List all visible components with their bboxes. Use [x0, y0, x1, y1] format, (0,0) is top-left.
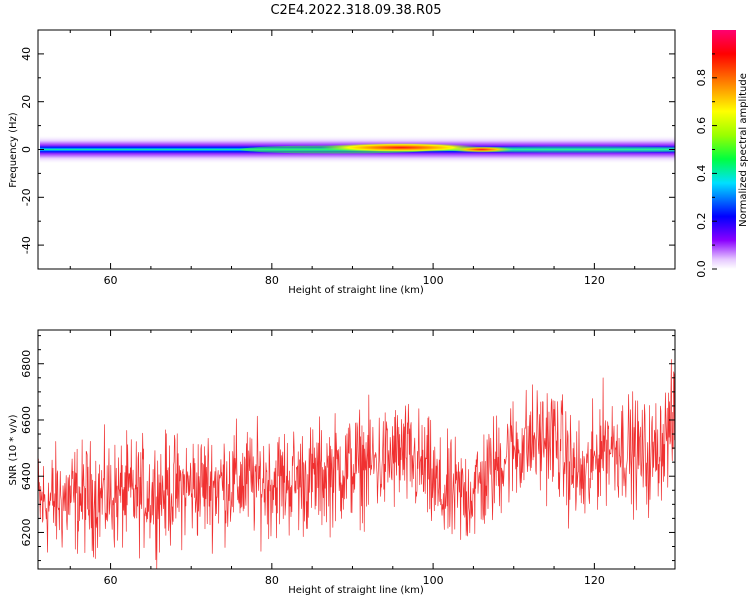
snr-ytick-label: 6800	[20, 350, 33, 378]
snr-ytick-label: 6200	[20, 518, 33, 546]
heatmap-xlabel: Height of straight line (km)	[288, 285, 424, 296]
colorbar-ticks: 0.0 0.2 0.4 0.6 0.8	[695, 53, 717, 278]
heatmap-ticks: 60 80 100 120 40 20 0 -20 -40	[20, 29, 676, 287]
heatmap-xtick-label: 100	[423, 274, 444, 287]
snr-xtick-label: 80	[265, 574, 279, 587]
colorbar-tick-label: 0.4	[695, 165, 708, 183]
colorbar-tick-label: 0.8	[695, 69, 708, 87]
snr-series-line	[38, 359, 675, 569]
heatmap-panel: 60 80 100 120 40 20 0 -20 -40 Height of straight…	[8, 29, 676, 296]
heatmap-ytick-label: 0	[20, 146, 33, 153]
heatmap-ytick-label: 40	[20, 47, 33, 61]
snr-frame	[37, 329, 676, 570]
heatmap-band	[40, 135, 675, 164]
colorbar-label: Normalized spectral amplitude	[738, 73, 749, 227]
heatmap-ytick-label: 20	[20, 95, 33, 109]
heatmap-xtick-label: 120	[584, 274, 605, 287]
heatmap-ytick-label: -20	[20, 188, 33, 206]
colorbar-gradient	[712, 30, 736, 269]
snr-ylabel: SNR (10 * v/v)	[8, 414, 19, 485]
snr-ytick-label: 6600	[20, 406, 33, 434]
snr-ytick-label: 6400	[20, 462, 33, 490]
heatmap-ylabel: Frequency (Hz)	[8, 112, 19, 188]
heatmap-peak	[320, 143, 482, 153]
heatmap-xtick-label: 60	[104, 274, 118, 287]
heatmap-peak	[449, 146, 514, 153]
snr-xtick-label: 100	[423, 574, 444, 587]
snr-xtick-label: 120	[584, 574, 605, 587]
colorbar-tick-label: 0.2	[695, 212, 708, 230]
colorbar: 0.0 0.2 0.4 0.6 0.8 Normalized spectral ampl…	[695, 30, 749, 278]
snr-ticks: 60 80 100 120 6200 6400 6600 6800	[20, 330, 676, 587]
heatmap-xtick-label: 80	[265, 274, 279, 287]
heatmap-ytick-label: -40	[20, 236, 33, 254]
snr-xtick-label: 60	[104, 574, 118, 587]
colorbar-tick-label: 0.6	[695, 117, 708, 135]
figure-title: C2E4.2022.318.09.38.R05	[270, 3, 441, 18]
colorbar-tick-label: 0.0	[695, 260, 708, 278]
heatmap-frame	[37, 29, 676, 270]
snr-xlabel: Height of straight line (km)	[288, 585, 424, 596]
snr-panel: 60 80 100 120 6200 6400 6600 6800 Height of str…	[8, 329, 676, 596]
